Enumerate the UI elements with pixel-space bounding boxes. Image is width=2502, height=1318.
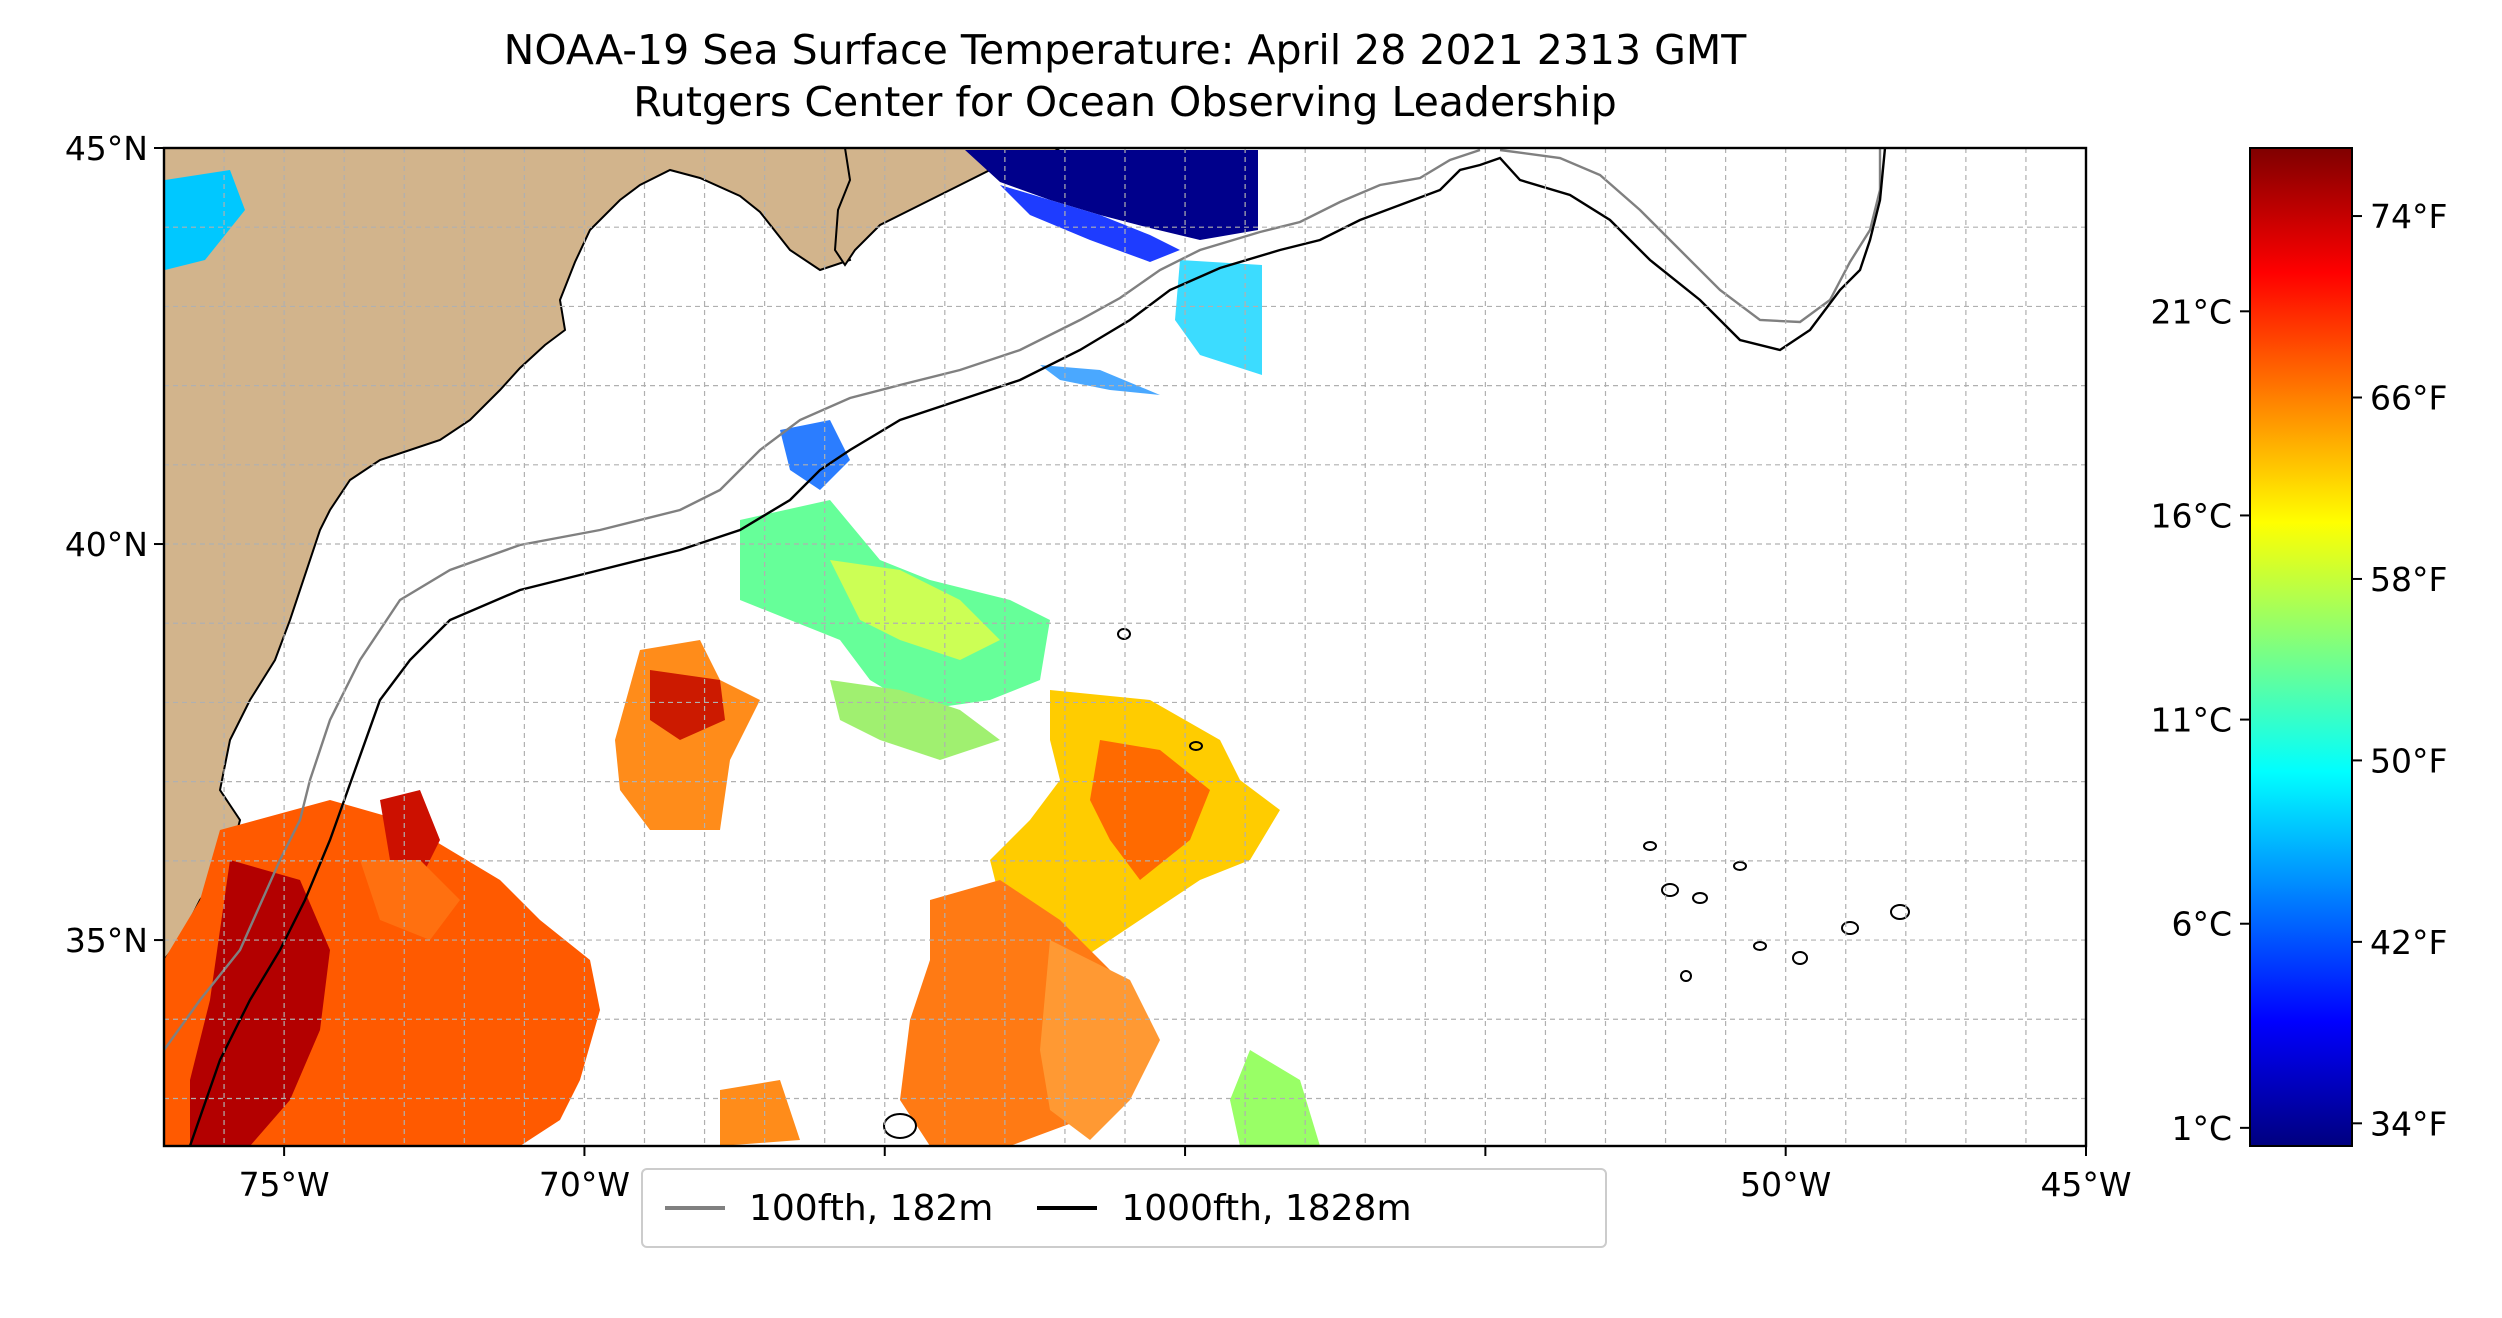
contour-1000fth bbox=[188, 148, 1887, 1146]
colorbar-f-label: 66°F bbox=[2370, 379, 2447, 418]
colorbar-f-label: 50°F bbox=[2370, 741, 2447, 780]
colorbar-f-label: 42°F bbox=[2370, 923, 2447, 962]
gridlines bbox=[164, 148, 2086, 1146]
lon-tick-label: 70°W bbox=[539, 1165, 630, 1204]
chart-title: NOAA-19 Sea Surface Temperature: April 2… bbox=[503, 26, 1747, 74]
legend-swatch-gray bbox=[665, 1206, 725, 1210]
legend-item-1000fth: 1000fth, 1828m bbox=[1037, 1187, 1412, 1229]
chart-subtitle: Rutgers Center for Ocean Observing Leade… bbox=[633, 78, 1617, 126]
colorbar-gradient bbox=[2249, 147, 2353, 1147]
legend-swatch-black bbox=[1037, 1206, 1098, 1210]
legend-label-100fth: 100fth, 182m bbox=[749, 1187, 994, 1229]
contour-100fth bbox=[164, 148, 1882, 1051]
colorbar-c-label: 1°C bbox=[2171, 1109, 2232, 1148]
legend-item-100fth: 100fth, 182m bbox=[665, 1188, 993, 1229]
colorbar: 74°F 66°F 58°F 50°F 42°F 34°F 21°C 16°C 11°C 6°C 1… bbox=[2150, 147, 2447, 1148]
lat-tick-label: 35°N bbox=[65, 921, 148, 960]
lon-tick-label: 75°W bbox=[239, 1165, 330, 1204]
map-frame bbox=[162, 146, 2088, 1148]
colorbar-f-label: 58°F bbox=[2370, 560, 2447, 599]
legend-label-1000fth: 1000fth, 1828m bbox=[1121, 1187, 1412, 1229]
colorbar-f-label: 34°F bbox=[2370, 1104, 2447, 1143]
lon-tick-label: 45°W bbox=[2040, 1165, 2131, 1204]
colorbar-c-label: 11°C bbox=[2150, 701, 2232, 740]
colorbar-f-label: 74°F bbox=[2370, 197, 2447, 236]
colorbar-c-label: 21°C bbox=[2150, 292, 2232, 331]
colorbar-c-label: 6°C bbox=[2171, 905, 2232, 944]
lon-tick-label: 50°W bbox=[1740, 1165, 1831, 1204]
legend: 100fth, 182m 1000fth, 1828m bbox=[641, 1168, 1607, 1248]
colorbar-c-label: 16°C bbox=[2150, 496, 2232, 535]
lat-tick-label: 45°N bbox=[65, 129, 148, 168]
seamounts bbox=[883, 628, 1910, 1139]
lat-tick-label: 40°N bbox=[65, 525, 148, 564]
